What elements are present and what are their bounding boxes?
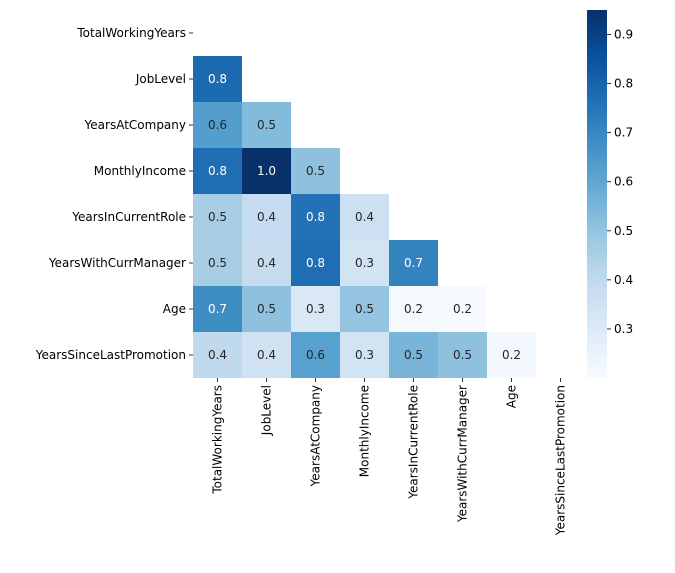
cell-value-label: 0.7 (404, 256, 423, 270)
cell-value-label: 0.5 (208, 210, 227, 224)
y-tick-label-age: Age (163, 302, 186, 316)
heatmap-cell (438, 286, 487, 332)
cell-value-label: 0.4 (355, 210, 374, 224)
cell-value-label: 0.4 (257, 348, 276, 362)
x-tick-label-years-with-curr-manager: YearsWithCurrManager (456, 385, 470, 523)
heatmap-cell (340, 286, 389, 332)
cell-value-label: 0.5 (355, 302, 374, 316)
heatmap-cell (389, 240, 438, 286)
heatmap-cell (193, 194, 242, 240)
heatmap-cell (291, 286, 340, 332)
cell-value-label: 0.8 (208, 72, 227, 86)
heatmap-cell (291, 332, 340, 378)
cell-value-label: 0.5 (257, 302, 276, 316)
x-tick-label-monthly-income: MonthlyIncome (358, 385, 372, 477)
cell-value-label: 0.3 (355, 256, 374, 270)
y-tick-label-years-in-current-role: YearsInCurrentRole (71, 210, 186, 224)
cell-value-label: 0.2 (502, 348, 521, 362)
cell-value-label: 0.3 (355, 348, 374, 362)
x-tick-label-years-in-current-role: YearsInCurrentRole (407, 385, 421, 500)
cell-value-label: 0.5 (306, 164, 325, 178)
cell-value-label: 0.8 (306, 210, 325, 224)
colorbar-tick-label: 0.5 (614, 224, 633, 238)
heatmap-cell (193, 240, 242, 286)
heatmap-cell (291, 194, 340, 240)
colorbar-gradient (587, 10, 607, 378)
heatmap-cell (193, 56, 242, 102)
heatmap-cell (193, 102, 242, 148)
y-tick-label-total-working-years: TotalWorkingYears (76, 26, 186, 40)
heatmap-cell (193, 332, 242, 378)
x-tick-label-total-working-years: TotalWorkingYears (211, 385, 225, 495)
heatmap-cell (340, 240, 389, 286)
x-tick-label-age: Age (505, 385, 519, 408)
cell-value-label: 0.5 (257, 118, 276, 132)
cell-value-label: 0.4 (257, 210, 276, 224)
heatmap-cell (242, 194, 291, 240)
cell-value-label: 0.6 (208, 118, 227, 132)
y-tick-label-job-level: JobLevel (135, 72, 186, 86)
heatmap-cell (242, 286, 291, 332)
cell-value-label: 0.4 (257, 256, 276, 270)
cell-value-label: 0.8 (208, 164, 227, 178)
heatmap-cell (389, 332, 438, 378)
heatmap-cells: 0.8 0.6 0.5 0.8 1.0 0.5 0.5 0.4 0.8 0.4 0.5 0.4 0.8 0… (193, 56, 536, 378)
heatmap-cell (242, 148, 291, 194)
x-axis-tick-labels: TotalWorkingYears JobLevel YearsAtCompany M… (211, 378, 568, 536)
cell-value-label: 0.4 (208, 348, 227, 362)
colorbar-tick-label: 0.8 (614, 77, 633, 91)
cell-value-label: 1.0 (257, 164, 276, 178)
colorbar-tick-label: 0.4 (614, 273, 633, 287)
heatmap-cell (291, 240, 340, 286)
y-tick-label-years-at-company: YearsAtCompany (84, 118, 186, 132)
heatmap-cell (438, 332, 487, 378)
cell-value-label: 0.3 (306, 302, 325, 316)
cell-value-label: 0.2 (453, 302, 472, 316)
heatmap-cell (242, 332, 291, 378)
y-axis-tick-labels: TotalWorkingYears JobLevel YearsAtCompany M… (35, 26, 193, 362)
x-tick-label-years-since-last-promotion: YearsSinceLastPromotion (554, 385, 568, 536)
colorbar-tick-label: 0.7 (614, 126, 633, 140)
cell-value-label: 0.8 (306, 256, 325, 270)
cell-value-label: 0.5 (404, 348, 423, 362)
cell-value-label: 0.6 (306, 348, 325, 362)
heatmap-cell (340, 194, 389, 240)
colorbar-tick-label: 0.3 (614, 322, 633, 336)
heatmap-cell (242, 102, 291, 148)
y-tick-label-years-since-last-promotion: YearsSinceLastPromotion (35, 348, 186, 362)
cell-value-label: 0.2 (404, 302, 423, 316)
colorbar-tick-label: 0.6 (614, 175, 633, 189)
cell-value-label: 0.5 (208, 256, 227, 270)
colorbar: 0.3 0.4 0.5 0.6 0.7 0.8 0.9 (587, 10, 633, 378)
colorbar-tick-label: 0.9 (614, 28, 633, 42)
heatmap-cell (193, 286, 242, 332)
heatmap-cell (291, 148, 340, 194)
cell-value-label: 0.5 (453, 348, 472, 362)
heatmap-cell (242, 240, 291, 286)
x-tick-label-years-at-company: YearsAtCompany (309, 385, 323, 487)
y-tick-label-years-with-curr-manager: YearsWithCurrManager (48, 256, 186, 270)
heatmap-cell (389, 286, 438, 332)
heatmap-cell (487, 332, 536, 378)
y-tick-label-monthly-income: MonthlyIncome (94, 164, 186, 178)
heatmap-cell (193, 148, 242, 194)
cell-value-label: 0.7 (208, 302, 227, 316)
x-tick-label-job-level: JobLevel (260, 385, 274, 436)
heatmap-cell (340, 332, 389, 378)
